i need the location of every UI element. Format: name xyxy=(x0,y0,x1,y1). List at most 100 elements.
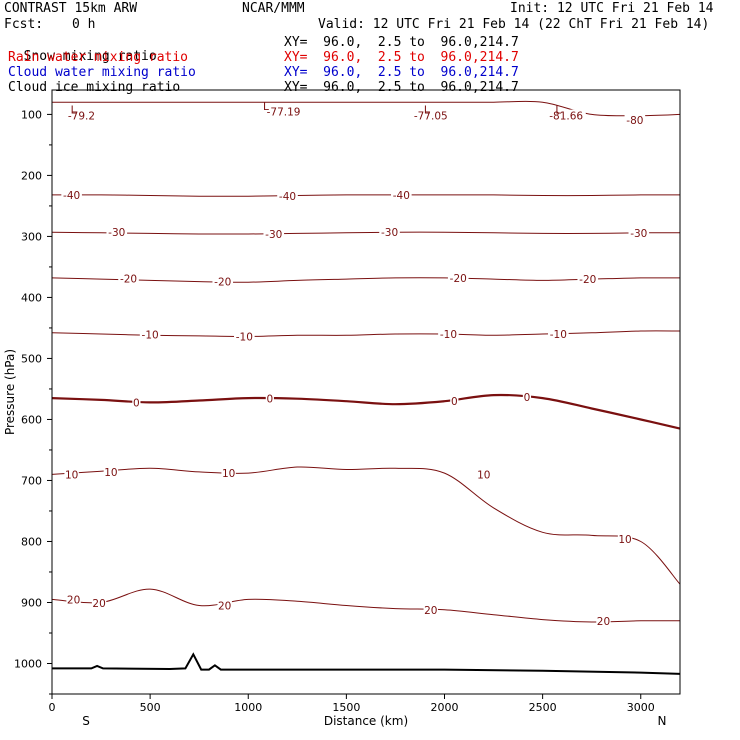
y-tick-label: 700 xyxy=(21,474,42,487)
legend-rain: Rain water mixing ratio xyxy=(8,50,189,65)
contour-label-bg xyxy=(447,271,469,284)
contour-label-bg xyxy=(577,273,599,286)
contour-label: 10 xyxy=(222,468,235,480)
contour-label: 20 xyxy=(424,605,437,617)
contour-label-bg xyxy=(438,328,459,341)
valid-time: Valid: 12 UTC Fri 21 Feb 14 (22 ChT Fri … xyxy=(318,17,710,32)
low-marker: L xyxy=(424,105,430,117)
x-tick-label: 3000 xyxy=(627,701,655,714)
contour-label-bg xyxy=(546,109,586,122)
contour-label-bg xyxy=(103,465,119,478)
x-tick-label: 1500 xyxy=(332,701,360,714)
y-axis: 100 200 300 400 500 600 700 800 900 1000 xyxy=(14,108,52,695)
contour-label: -77.05 xyxy=(414,111,448,123)
contour-label-bg xyxy=(118,272,139,285)
contour-label: -20 xyxy=(579,274,596,286)
x-tick-label: 2500 xyxy=(529,701,557,714)
contour-label: 20 xyxy=(67,594,80,606)
contour-label-bg xyxy=(106,226,128,239)
contour-label: -40 xyxy=(279,191,296,203)
contour-label-bg xyxy=(379,226,400,239)
contour-label: -20 xyxy=(450,273,467,285)
contour-label-bg xyxy=(132,396,141,409)
contour-label: -30 xyxy=(265,229,282,241)
contour-label-bg xyxy=(617,533,633,546)
south-label: S xyxy=(82,714,90,728)
contour-labels: -79.2 -77.19 -77.05 -81.66 -80 -40 -40 -40 -30 -3… xyxy=(61,101,650,628)
fcst-value: 0 h xyxy=(72,17,96,32)
contour-label-bg xyxy=(263,105,304,118)
contour-label-bg xyxy=(263,227,285,240)
model-title: CONTRAST 15km ARW xyxy=(4,1,138,16)
contour-label-bg xyxy=(423,603,438,616)
contour-label: 20 xyxy=(92,598,105,610)
y-tick-label: 300 xyxy=(21,230,42,243)
x-axis: 0 500 1000 1500 2000 2500 3000 xyxy=(49,694,655,714)
legend-snow-xy: XY= 96.0, 2.5 to 96.0,214.7 xyxy=(284,35,519,50)
legend-rain-xy: XY= 96.0, 2.5 to 96.0,214.7 xyxy=(284,50,519,65)
contour-label: -77.19 xyxy=(267,106,301,118)
contour-label: -10 xyxy=(440,329,457,341)
legend-snow: Snow mixing ratio xyxy=(8,36,157,64)
contour-label: 10 xyxy=(104,467,117,479)
plot-frame xyxy=(51,89,681,695)
y-tick-label: 400 xyxy=(21,291,42,304)
contour-label: 0 xyxy=(451,396,458,408)
x-tick-label: 1000 xyxy=(234,701,262,714)
contour-label-bg xyxy=(522,390,532,403)
isotherm-line xyxy=(51,231,681,235)
contour-label-bg xyxy=(628,226,650,239)
isotherm-line xyxy=(51,466,681,585)
org-label: NCAR/MMM xyxy=(242,1,305,16)
isotherm-line xyxy=(51,393,681,430)
contour-label-bg xyxy=(61,188,82,201)
contour-label-bg xyxy=(277,190,298,203)
contour-label-bg xyxy=(265,392,274,405)
contour-label: -81.66 xyxy=(549,111,583,123)
contour-label-bg xyxy=(139,328,161,341)
y-tick-label: 1000 xyxy=(14,657,42,670)
contour-label: -10 xyxy=(236,331,253,343)
y-tick-label: 900 xyxy=(21,596,42,609)
contour-label: 10 xyxy=(65,469,78,481)
y-tick-label: 600 xyxy=(21,413,42,426)
contour-label-bg xyxy=(64,468,79,481)
contour-label: -30 xyxy=(108,227,125,239)
legend-cloud-water: Cloud water mixing ratio xyxy=(8,65,196,80)
contour-label: 20 xyxy=(597,616,610,628)
terrain-profile xyxy=(52,652,681,675)
isotherm-contours xyxy=(51,100,681,623)
contour-label: -20 xyxy=(214,277,231,289)
contour-label-bg xyxy=(217,599,232,612)
contour-label-bg xyxy=(234,330,255,343)
contour-label: -40 xyxy=(393,190,410,202)
contour-label: -79.2 xyxy=(68,111,95,123)
contour-label-bg xyxy=(476,468,491,481)
contour-label-bg xyxy=(212,275,234,288)
init-time: Init: 12 UTC Fri 21 Feb 14 xyxy=(510,1,714,16)
y-axis-label: Pressure (hPa) xyxy=(3,349,17,435)
x-axis-label: Distance (km) xyxy=(324,714,408,728)
x-tick-label: 0 xyxy=(49,701,56,714)
low-marker: L xyxy=(555,105,561,117)
contour-label: 10 xyxy=(618,534,631,546)
legend-cloud-ice: Cloud ice mixing ratio xyxy=(8,80,181,95)
contour-label: -30 xyxy=(381,227,398,239)
terrain-line xyxy=(52,652,681,675)
y-tick-label: 800 xyxy=(21,535,42,548)
contour-label-bg xyxy=(548,328,569,341)
contour-label-bg xyxy=(64,109,98,122)
north-label: N xyxy=(658,714,667,728)
low-marker: L xyxy=(71,105,77,117)
fcst-label: Fcst: xyxy=(4,17,44,32)
contour-label: -30 xyxy=(630,228,647,240)
x-tick-label: 500 xyxy=(140,701,161,714)
contour-label-bg xyxy=(66,593,81,606)
legend-cloud-ice-xy: XY= 96.0, 2.5 to 96.0,214.7 xyxy=(284,80,519,95)
contour-label: 0 xyxy=(524,392,531,404)
y-tick-label: 500 xyxy=(21,352,42,365)
y-tick-label: 100 xyxy=(21,108,42,121)
contour-label: 0 xyxy=(133,397,140,409)
isotherm-line xyxy=(51,588,681,623)
